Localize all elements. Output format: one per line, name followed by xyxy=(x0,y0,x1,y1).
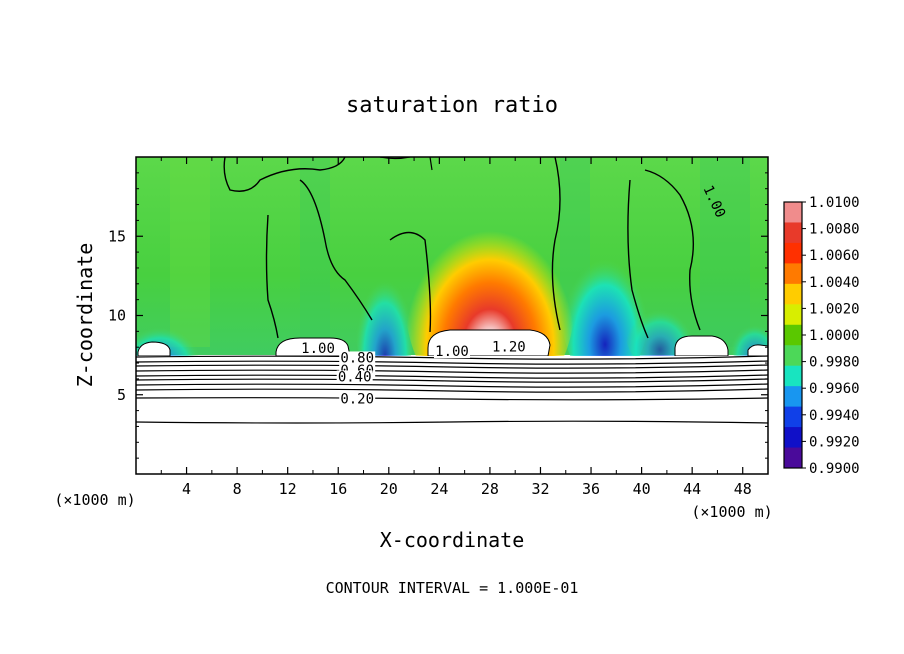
band-2 xyxy=(300,157,330,347)
x-tick-label: 40 xyxy=(633,480,651,498)
colorbar-label: 0.9900 xyxy=(809,461,860,477)
colorbar-swatch xyxy=(784,345,802,367)
colorbar-swatch xyxy=(784,283,802,305)
contour-1.00-a xyxy=(223,157,346,192)
colorbar-swatch xyxy=(784,324,802,346)
x-tick-label: 8 xyxy=(233,480,242,498)
x-tick-label: 24 xyxy=(430,480,448,498)
chart-title: saturation ratio xyxy=(346,93,558,118)
x-tick-label: 48 xyxy=(734,480,752,498)
x-unit-right: (×1000 m) xyxy=(691,503,772,521)
contour-label-bg xyxy=(490,340,527,354)
x-tick-label: 36 xyxy=(582,480,600,498)
colorbar-label: 0.9960 xyxy=(809,381,860,397)
colorbar-swatch xyxy=(784,263,802,285)
colorbar-swatch xyxy=(784,304,802,326)
x-tick-label: 20 xyxy=(380,480,398,498)
colorbar-label: 1.0020 xyxy=(809,301,860,317)
contour-label-bg xyxy=(300,341,337,355)
contour-labels: 1.001.000.800.600.400.201.001.20 xyxy=(300,183,728,408)
x-axis-label: X-coordinate xyxy=(380,528,525,552)
colorbar-label: 1.0060 xyxy=(809,248,860,264)
cloud-blob-4 xyxy=(747,344,768,357)
colorbar-swatch xyxy=(784,202,802,223)
contour-line-7 xyxy=(136,383,768,388)
contour-line-5 xyxy=(136,374,768,379)
colorbar-label: 1.0000 xyxy=(809,328,860,344)
contour-label: 0.20 xyxy=(340,392,374,408)
colorbar-swatch xyxy=(784,242,802,264)
y-tick-label: 5 xyxy=(117,386,126,404)
contour-label: 1.00 xyxy=(435,344,469,360)
contour-line-8 xyxy=(136,388,768,393)
contour-1.00-b xyxy=(265,179,373,339)
contour-line-9 xyxy=(136,397,768,401)
colorbar-swatch xyxy=(784,406,802,428)
cloud-blob-3 xyxy=(674,335,729,357)
x-axis: 4 8 12 16 20 24 28 32 36 40 44 48 xyxy=(160,157,752,498)
colorbar-label: 1.0080 xyxy=(809,222,860,238)
x-tick-label: 4 xyxy=(182,480,191,498)
x-tick-label: 16 xyxy=(329,480,347,498)
x-tick-label: 28 xyxy=(481,480,499,498)
colorbar-label: 0.9920 xyxy=(809,434,860,450)
y-tick-label: 15 xyxy=(108,227,126,245)
contour-label: 1.20 xyxy=(492,339,526,355)
contour-label-bg xyxy=(339,392,376,406)
colorbar-swatch xyxy=(784,427,802,449)
contour-label-bg xyxy=(434,345,470,359)
colorbar-swatch xyxy=(784,222,802,244)
y-tick-label: 10 xyxy=(108,307,126,325)
subsaturated-region xyxy=(136,356,768,474)
colorbar-swatch xyxy=(784,365,802,387)
contour-1.00-e xyxy=(627,169,701,339)
y-axis-label: Z-coordinate xyxy=(73,243,97,388)
y-axis: 5 10 15 xyxy=(108,172,768,459)
colorbar-swatch xyxy=(784,386,802,408)
x-tick-label: 44 xyxy=(683,480,701,498)
colorbar: 1.0100 1.0080 1.0060 1.0040 1.0020 1.0000 0.99… xyxy=(783,195,860,477)
contour-label-bg xyxy=(336,370,373,384)
x-unit-left: (×1000 m) xyxy=(54,491,135,509)
contour-1.00-c xyxy=(389,231,432,333)
contour-line-10 xyxy=(136,420,768,424)
colorbar-swatch xyxy=(784,447,802,469)
contour-label-bg xyxy=(339,351,376,365)
contour-label: 0.40 xyxy=(338,369,372,385)
contour-label: 0.80 xyxy=(340,350,374,366)
cloud-blob-left xyxy=(137,341,171,357)
x-tick-label: 12 xyxy=(279,480,297,498)
colorbar-label: 1.0100 xyxy=(809,195,860,211)
colorbar-label: 0.9980 xyxy=(809,355,860,371)
contour-line-4 xyxy=(136,369,768,374)
x-tick-label: 32 xyxy=(531,480,549,498)
contour-line-6 xyxy=(136,378,768,383)
contour-label: 1.00 xyxy=(301,341,335,357)
colorbar-label: 0.9940 xyxy=(809,408,860,424)
contour-1.00-d xyxy=(551,157,561,331)
footer-contour-interval: CONTOUR INTERVAL = 1.000E-01 xyxy=(326,579,579,597)
contour-line-3 xyxy=(136,364,768,369)
contour-line-2 xyxy=(136,360,768,365)
plot-area xyxy=(136,157,768,474)
colorbar-label: 1.0040 xyxy=(809,275,860,291)
